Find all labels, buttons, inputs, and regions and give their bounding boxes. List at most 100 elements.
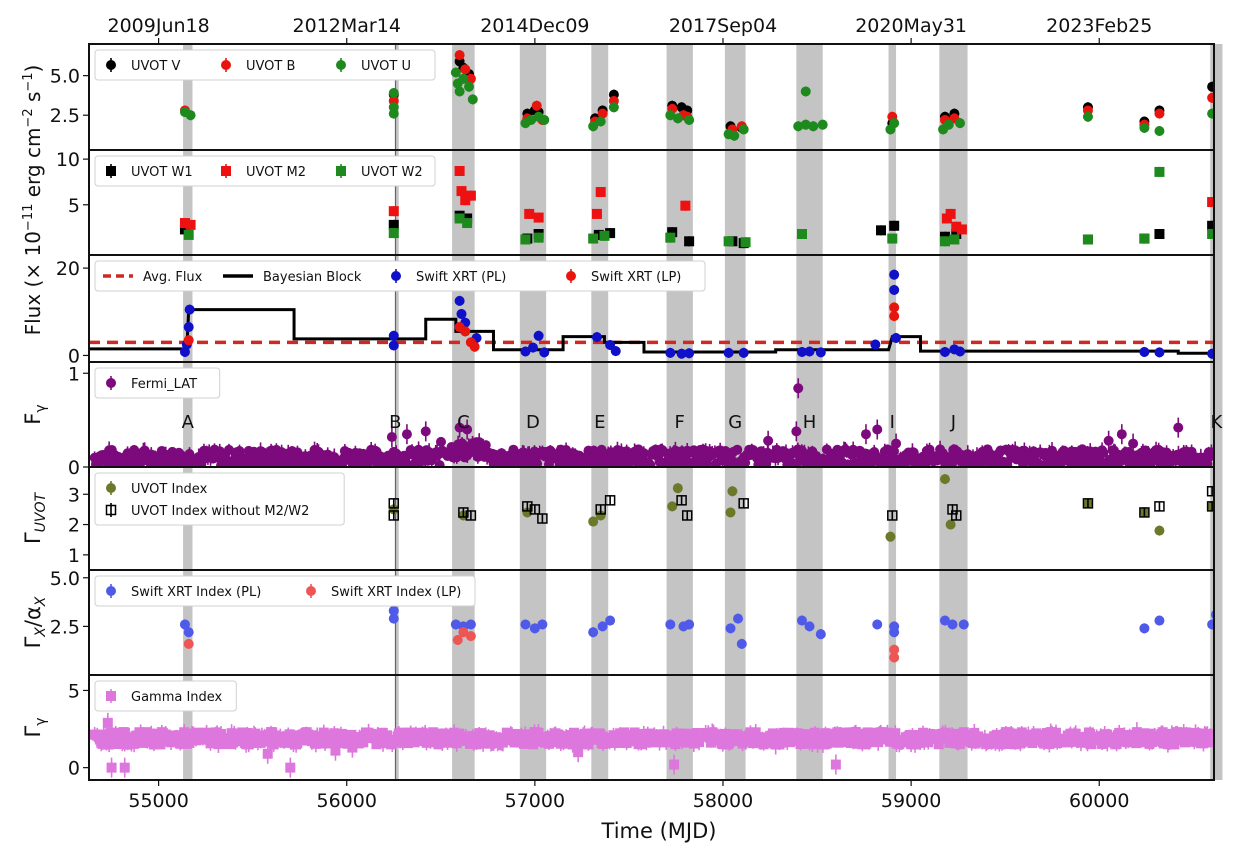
data-point [830,759,841,770]
period-label-F: F [675,412,685,433]
x-tick-label: 60000 [1069,790,1129,812]
data-point [1207,229,1214,239]
y-tick-label: 5 [68,195,80,217]
data-point [396,727,407,738]
legend-item: UVOT W1 [106,164,193,180]
data-point [388,88,399,99]
data-point [388,330,399,341]
data-point [604,495,616,506]
data-point [949,728,960,739]
data-point [533,330,544,341]
period-label-J: J [950,412,956,433]
series-fermi-lat [89,378,1214,467]
data-point [910,739,921,750]
legend-item: UVOT V [106,58,180,74]
data-point [371,739,382,750]
data-point [285,762,296,773]
data-point [804,346,815,357]
data-point [119,762,130,773]
top-tick-label: 2023Feb25 [1046,15,1152,37]
data-point [246,738,257,749]
series-swift-xrt-lp- [183,302,900,352]
data-point [378,738,389,749]
data-point [520,234,531,245]
legend-box [94,472,345,526]
data-point [539,114,550,125]
data-point [939,615,950,626]
x-axis-label: Time (MJD) [601,819,717,843]
data-point [520,346,531,357]
data-point [183,229,194,240]
legend-item: UVOT U [336,58,411,74]
y-tick-label: 0 [68,758,80,780]
data-point [889,627,900,638]
legend-marker [221,166,231,176]
data-point [740,237,751,248]
legend-label: Swift XRT (PL) [416,270,506,285]
period-label-B: B [389,412,401,433]
data-point [155,739,166,750]
shaded-period-E [591,44,609,780]
data-point [605,615,616,626]
x-tick-label: 56000 [317,790,377,812]
data-point [770,739,781,750]
data-point [1131,727,1142,738]
shaded-period-J [939,44,968,780]
data-point [1198,738,1209,749]
data-point [462,424,473,435]
data-point [605,228,616,239]
legend-marker [106,378,116,388]
data-point [539,347,550,358]
data-point [437,737,448,748]
data-point [951,229,962,239]
period-label-E: E [594,412,605,433]
period-label-D: D [526,412,540,433]
data-point [456,186,467,197]
y-tick-label: 10 [56,149,80,171]
data-point [1154,615,1165,626]
legend-label: UVOT B [246,59,295,74]
data-point [815,629,826,640]
data-point [588,121,599,132]
data-point [450,67,461,78]
y-tick-label: 20 [56,258,80,280]
top-tick-label: 2017Sep04 [669,15,777,37]
data-point [456,308,467,319]
data-point [595,116,606,127]
data-point [804,621,815,632]
data-point [680,200,691,211]
data-point [797,615,808,626]
legend-item: UVOT Index [106,481,208,497]
data-point [956,224,967,235]
data-point [1169,739,1180,750]
data-point [891,332,902,343]
data-point [183,627,194,638]
data-point [573,747,584,758]
legend-item: Fermi_LAT [106,376,197,392]
legend-box [94,575,476,607]
data-point [815,347,826,358]
panel-y-label-fermi-flux: Fγ [21,404,49,424]
period-label-H: H [803,412,817,433]
data-point [890,728,901,739]
legend-box [94,49,436,81]
x-tick-label: 55000 [128,790,188,812]
data-point [460,64,471,75]
shaded-period-D [519,44,547,780]
data-point [353,738,364,749]
data-point [793,121,804,132]
data-point [850,727,861,738]
data-point [877,727,888,738]
data-point [608,102,619,113]
data-point [179,224,190,235]
period-label-C: C [457,412,470,433]
legend-label: UVOT M2 [246,165,306,180]
data-point [105,727,116,738]
legend-box [94,680,237,712]
legend-item: Swift XRT (PL) [391,269,506,285]
shaded-period-F [666,44,693,780]
data-point [1139,623,1150,634]
data-point [725,507,736,518]
legend-xray-flux: Avg. Flux Bayesian Block Swift XRT (PL) Swi… [94,260,706,292]
top-tick-label: 2009Jun18 [107,15,209,37]
